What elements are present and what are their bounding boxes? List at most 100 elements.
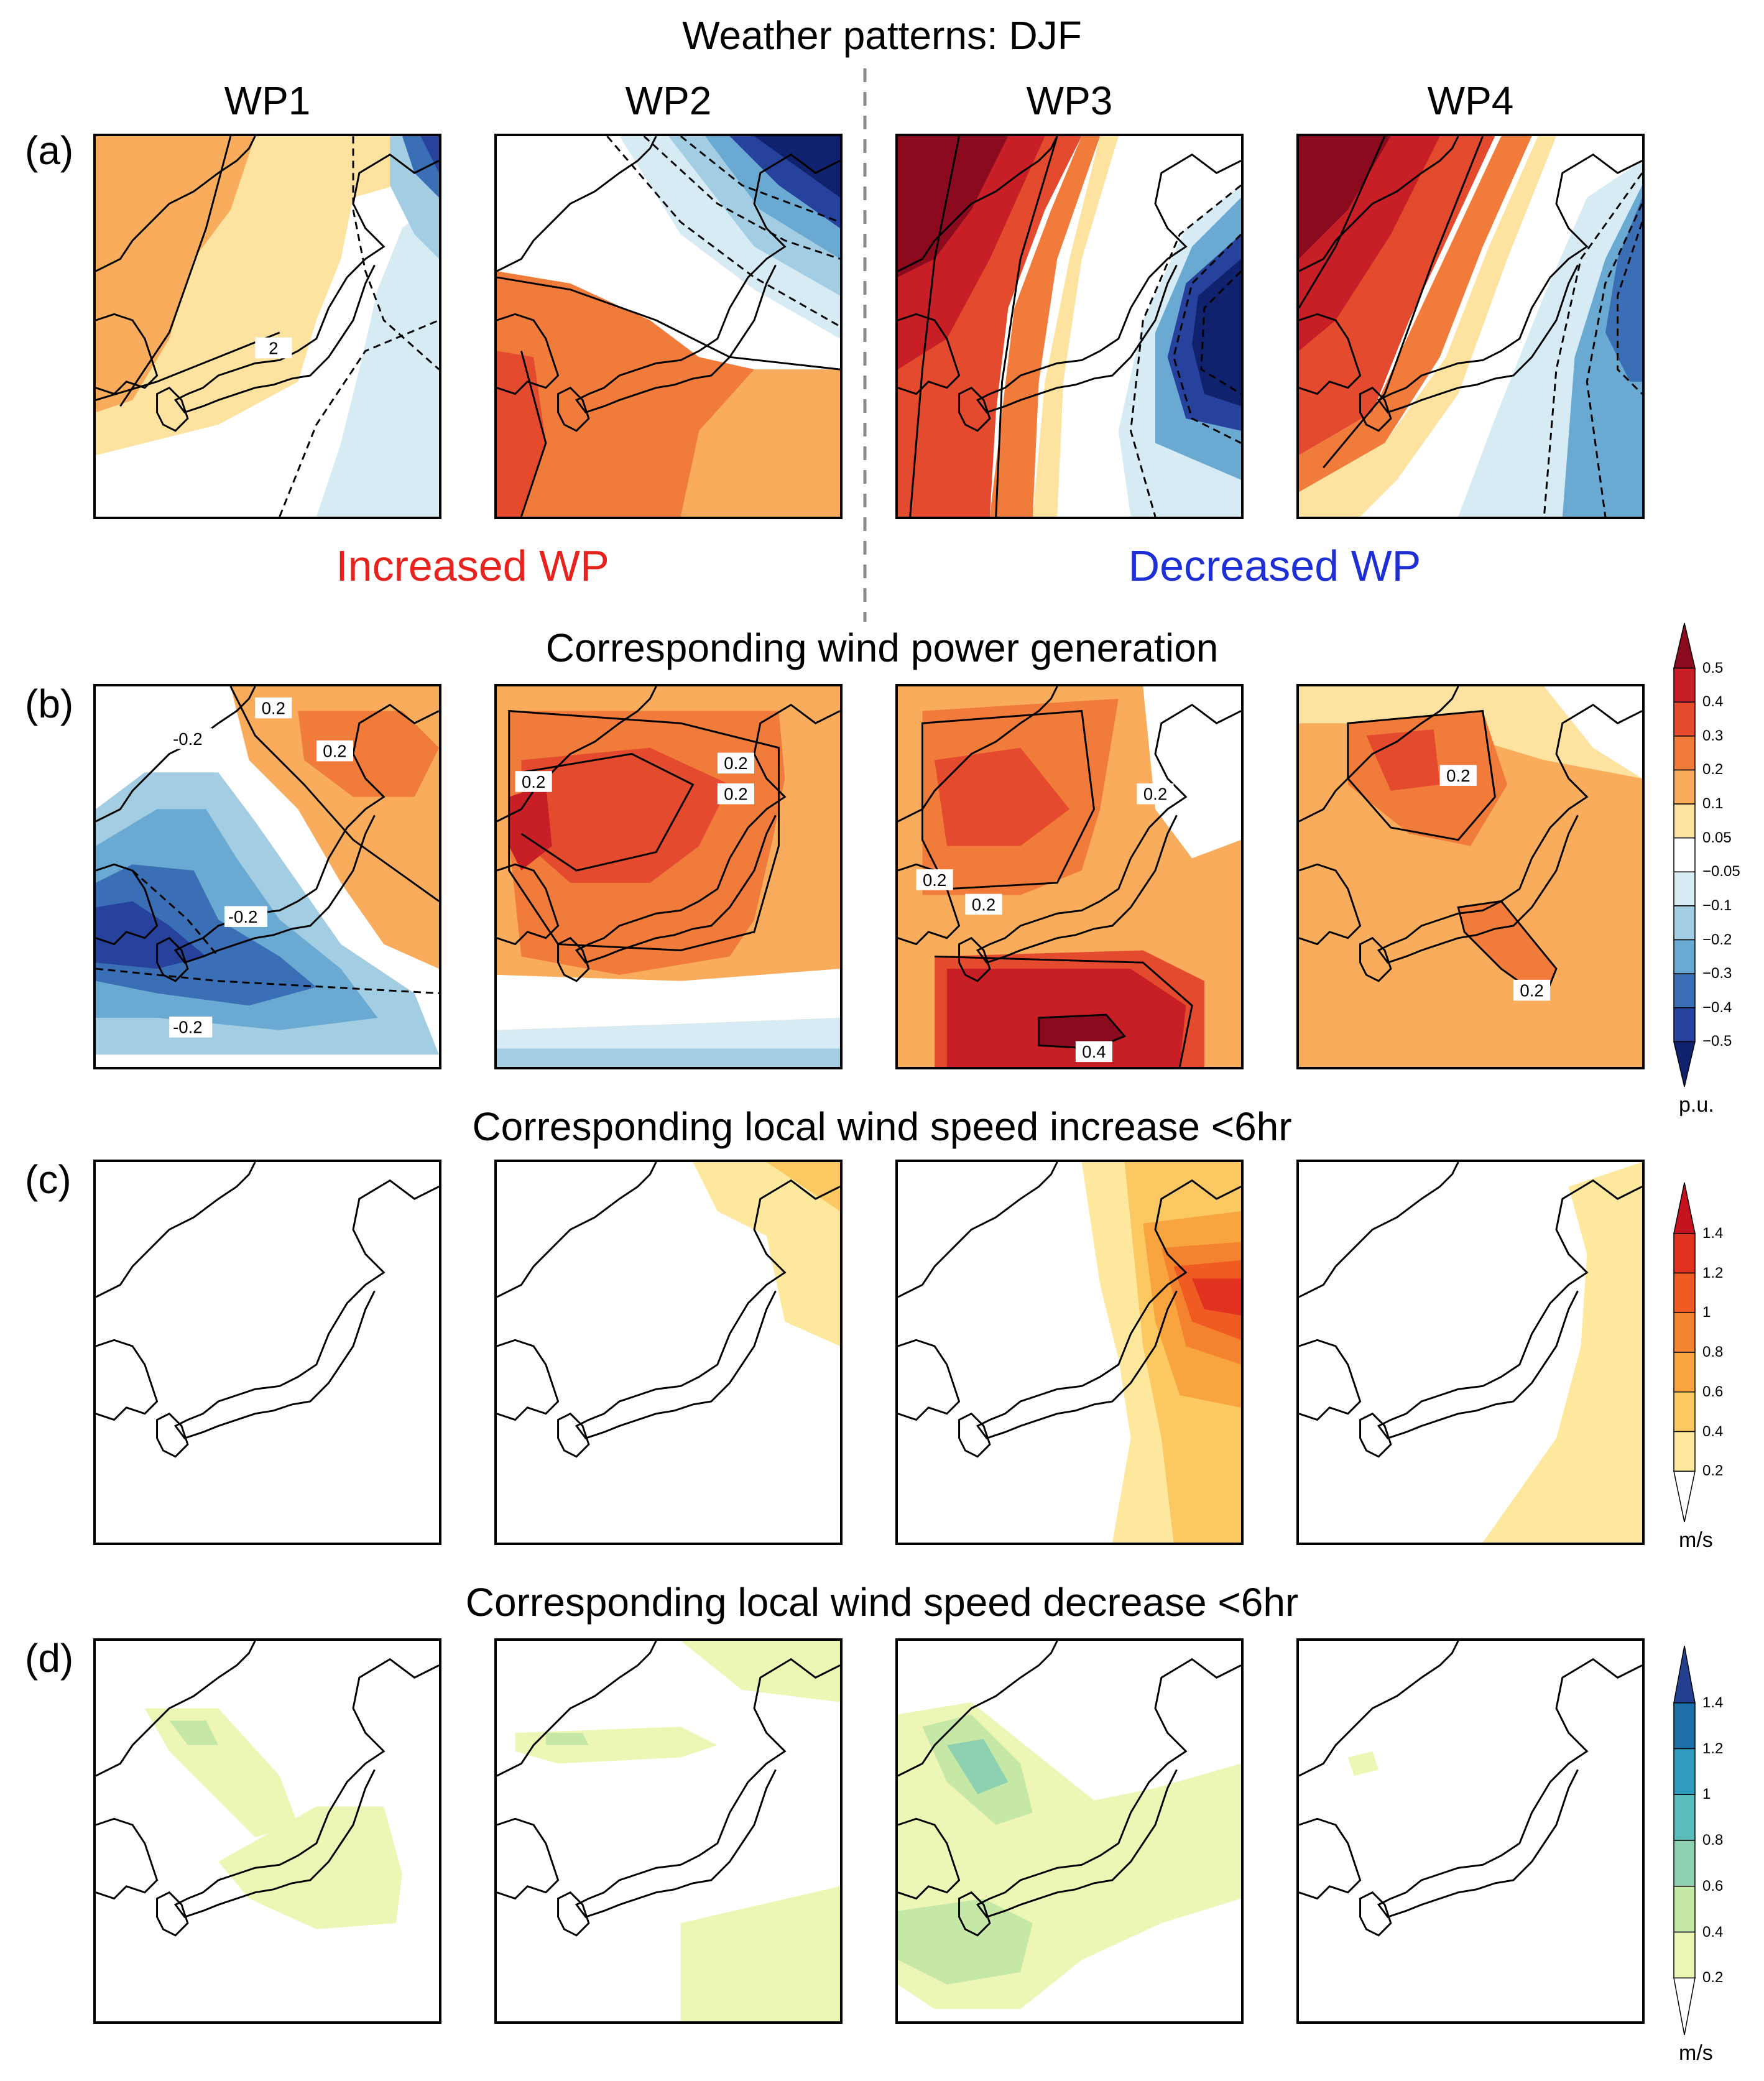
panel-a-wp1-coastline-3 xyxy=(156,386,189,432)
panel-a-wp4-field-band-5 xyxy=(1299,136,1556,517)
panel-d-wp4-field-band-1 xyxy=(1347,1751,1379,1776)
panel-a-wp4-contour-1 xyxy=(1323,136,1484,468)
panel-c-wp2-map xyxy=(497,1162,840,1543)
panel-b-wp3-contour-label-3: 0.4 xyxy=(1082,1042,1106,1061)
cbar-decrease-swatch-2 xyxy=(1673,1748,1696,1795)
panel-d-wp1-field-band-1 xyxy=(144,1708,298,1837)
panel-a-wp4-map xyxy=(1299,136,1642,517)
panel-b-wp3-coastline-2 xyxy=(898,863,961,946)
panel-c-wp2-coastline-2 xyxy=(497,1339,560,1421)
cbar-increase-tick-label: 1.4 xyxy=(1702,1224,1724,1242)
panel-a-wp3-field-band-9 xyxy=(1192,259,1241,407)
cbar-increase-swatch-7 xyxy=(1673,1470,1696,1523)
cbar-increase-swatch-4 xyxy=(1673,1352,1696,1393)
panel-d-wp3-coastline-3 xyxy=(958,1891,991,1937)
cbar-decrease-swatch-0 xyxy=(1673,1645,1696,1704)
panel-d-wp2-field-band-1 xyxy=(680,1641,840,1702)
panel-c-wp2 xyxy=(494,1160,843,1545)
panel-d-wp3-field-band-3 xyxy=(946,1738,1009,1794)
panel-a-wp1-coastline-0 xyxy=(173,153,439,413)
panel-d-wp3-field-band-4 xyxy=(898,1898,1033,1985)
cbar-power-swatch-10 xyxy=(1673,973,1696,1008)
panel-d-wp4-coastline-1 xyxy=(1299,1641,1459,1777)
panel-b-wp4-map: 0.2 0.2 xyxy=(1299,686,1642,1067)
panel-d-wp3-coastline-2 xyxy=(898,1817,961,1900)
panel-a-wp4-coastline-1 xyxy=(1299,136,1459,272)
panel-d-wp3 xyxy=(895,1638,1244,2024)
panel-d-wp2-map xyxy=(497,1641,840,2021)
panel-b-wp2-contour-label-1: 0.2 xyxy=(724,754,747,773)
cbar-power-unit: p.u. xyxy=(1679,1093,1714,1117)
panel-c-wp4-map xyxy=(1299,1162,1642,1543)
panel-b-wp2-coastline-1 xyxy=(497,686,657,823)
panel-d-wp3-coastline-0 xyxy=(976,1658,1241,1918)
panel-c-wp4-coastline-2 xyxy=(1299,1339,1362,1421)
decreased-wp-label: Decreased WP xyxy=(1128,542,1421,590)
cbar-increase-swatch-2 xyxy=(1673,1272,1696,1313)
panel-d-wp1-coastline-0 xyxy=(173,1658,439,1918)
panel-a-wp1-contour-label-0: 2 xyxy=(269,338,278,358)
panel-a-wp2 xyxy=(494,134,843,519)
panel-a-wp4-field-band-4 xyxy=(1299,136,1532,492)
panel-b-wp1: 0.2 0.2 -0.2 -0.2 -0.2 xyxy=(93,684,441,1069)
panel-b-wp3-contour-label-0: 0.2 xyxy=(923,870,946,890)
panel-a-wp3-field-band-5 xyxy=(1032,136,1119,517)
panel-a-wp2-contour-4 xyxy=(520,351,547,517)
column-title-wp3: WP3 xyxy=(1026,78,1113,123)
panel-a-wp4-contour-2 xyxy=(1543,172,1642,517)
panel-c-wp4 xyxy=(1296,1160,1645,1545)
panel-a-wp3-contour-1 xyxy=(995,136,1058,517)
panel-c-wp2-field-band-2 xyxy=(766,1162,840,1211)
panel-d-wp1-coastline-2 xyxy=(96,1817,159,1900)
cbar-decrease-tick-label: 0.2 xyxy=(1702,1969,1724,1986)
row-d-title: Corresponding local wind speed decrease … xyxy=(465,1580,1299,1625)
panel-b-wp2-contour-label-0: 0.2 xyxy=(522,772,545,791)
cbar-decrease-swatch-3 xyxy=(1673,1794,1696,1841)
cbar-decrease-swatch-1 xyxy=(1673,1702,1696,1750)
cbar-power-swatch-7 xyxy=(1673,871,1696,907)
panel-b-wp4-contour-0 xyxy=(1347,709,1496,841)
panel-a-wp1-contour-2 xyxy=(279,319,439,517)
cbar-decrease-swatch-5 xyxy=(1673,1886,1696,1933)
panel-b-wp1-contour-label-1: 0.2 xyxy=(323,741,346,760)
cbar-power-tick-label: 0.05 xyxy=(1702,829,1732,846)
panel-a-wp1-contour-1 xyxy=(352,136,439,371)
cbar-increase-tick-label: 0.4 xyxy=(1702,1423,1724,1440)
panel-b-wp4-contour-label-0: 0.2 xyxy=(1446,766,1470,785)
panel-b-wp1-contour-label-1-bg xyxy=(316,740,353,762)
cbar-power-tick-label: 0.2 xyxy=(1702,761,1724,778)
panel-b-wp2-field-band-5 xyxy=(497,969,840,1030)
panel-b-wp1-contour-2 xyxy=(132,870,219,957)
panel-d-wp2-field-band-4 xyxy=(680,1886,840,2021)
panel-b-wp3-map: 0.2 0.2 0.2 0.4 xyxy=(898,686,1241,1067)
panel-c-wp3-field-band-6 xyxy=(1192,1278,1241,1316)
panel-a-wp1-field-band-1 xyxy=(96,136,256,413)
panel-b-wp1-contour-0 xyxy=(229,686,439,902)
panel-a-wp4 xyxy=(1296,134,1645,519)
panel-a-wp3 xyxy=(895,134,1244,519)
panel-b-wp2-contour-label-2-bg xyxy=(717,783,754,805)
panel-a-wp1-contour-0 xyxy=(96,331,280,401)
panel-b-wp4-coastline-2 xyxy=(1299,863,1362,946)
panel-d-wp2-coastline-3 xyxy=(557,1891,590,1937)
panel-b-wp3-coastline-1 xyxy=(898,686,1058,823)
panel-b-wp1-contour-label-4: -0.2 xyxy=(173,1018,203,1037)
cbar-power-bar xyxy=(1673,622,1696,1087)
panel-c-wp1-field-band-0 xyxy=(96,1162,439,1543)
panel-b-wp4-field-band-5 xyxy=(1458,901,1556,1000)
panel-b-wp1-contour-label-0-bg xyxy=(255,697,292,719)
panel-c-wp2-coastline-3 xyxy=(557,1412,590,1458)
cbar-increase-swatch-6 xyxy=(1673,1431,1696,1472)
cbar-power-swatch-11 xyxy=(1673,1007,1696,1043)
colorbar-increase: 1.4 1.2 1 0.8 0.6 0.4 0.2 m/s xyxy=(1673,1181,1760,1554)
panel-a-wp4-field-band-3 xyxy=(1299,136,1440,351)
cbar-power-swatch-6 xyxy=(1673,837,1696,873)
panel-c-wp1 xyxy=(93,1160,441,1545)
panel-a-wp3-coastline-3 xyxy=(958,386,991,432)
panel-c-wp3-coastline-2 xyxy=(898,1339,961,1421)
panel-b-wp3-contour-label-2: 0.2 xyxy=(1143,785,1167,804)
cbar-power-tick-label: −0.5 xyxy=(1702,1033,1732,1050)
panel-b-wp1-contour-label-3: -0.2 xyxy=(228,907,258,926)
row-label-c: (c) xyxy=(25,1157,72,1202)
cbar-power-tick-label: 0.1 xyxy=(1702,795,1724,813)
